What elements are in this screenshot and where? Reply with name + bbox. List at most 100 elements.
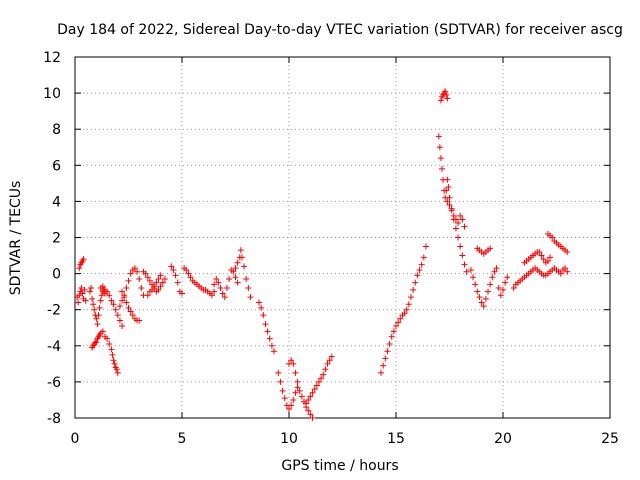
series-seg-j [168,263,218,299]
data-point [437,97,444,104]
data-point [382,355,389,362]
y-tick-label: 10 [43,86,61,102]
data-point [403,306,410,313]
series-seg-u [444,198,468,230]
data-point [487,245,494,252]
data-point [260,312,267,319]
y-tick-label: -8 [47,411,61,427]
data-point [489,274,496,281]
data-point [557,270,564,277]
data-point [305,396,312,403]
data-point [455,220,462,227]
data-point [459,252,466,259]
data-point [322,366,329,373]
data-point [111,360,118,367]
data-point [123,285,130,292]
series-seg-d [89,328,121,376]
data-point [444,176,451,183]
data-point [109,351,116,358]
data-point [230,268,237,275]
data-point [98,292,105,299]
data-point [159,279,166,286]
data-point [217,285,224,292]
data-point [108,297,115,304]
data-point [294,384,301,391]
data-point [444,198,451,205]
data-point [485,288,492,295]
data-point [410,286,417,293]
data-point [151,283,158,290]
data-point [114,369,121,376]
tick-layer: 0 5 10 15 20 25 -8 -6 -4 -2 0 2 4 6 8 10 12 [43,50,619,447]
data-point [238,254,245,261]
y-tick-label: -6 [47,375,61,391]
data-point [86,288,93,295]
data-point [99,328,106,335]
data-point [564,268,571,275]
data-point [544,257,551,264]
data-point [258,304,265,311]
data-point [281,395,288,402]
data-point [305,407,312,414]
series-seg-i [144,272,164,299]
series-seg-y [521,248,554,266]
y-tick-label: 12 [43,50,61,66]
data-point [279,387,286,394]
series-seg-s [437,88,451,104]
data-point [112,306,119,313]
data-point [435,133,442,140]
series-seg-h [140,268,168,295]
data-point [416,266,423,273]
data-point [123,299,130,306]
data-point [95,312,102,319]
data-point [247,294,254,301]
data-point [127,308,134,315]
data-point [226,276,233,283]
y-tick-label: 8 [52,122,61,138]
data-point [275,369,282,376]
data-point [116,303,123,310]
data-point [245,285,252,292]
data-point [504,274,511,281]
data-point [452,216,459,223]
data-point [412,279,419,286]
data-point [108,346,115,353]
data-point [311,386,318,393]
data-point [127,270,134,277]
data-point [313,382,320,389]
data-point [264,328,271,335]
data-point [91,306,98,313]
y-tick-label: 2 [52,231,61,247]
points-layer [74,88,571,421]
series-seg-k [211,266,241,301]
data-point [262,321,269,328]
x-tick-label: 0 [71,431,80,447]
data-point [221,294,228,301]
data-point [292,369,299,376]
data-point [142,270,149,277]
data-point [445,183,452,190]
data-point [309,389,316,396]
data-point [495,285,502,292]
data-point [136,317,143,324]
data-point [119,297,126,304]
data-point [256,299,263,306]
data-point [395,319,402,326]
series-seg-g [119,288,143,324]
data-point [266,335,273,342]
data-point [443,91,450,98]
data-point [328,353,335,360]
data-point [315,378,322,385]
x-tick-label: 15 [387,431,405,447]
data-point [241,263,248,270]
x-tick-label: 5 [178,431,187,447]
data-point [536,248,543,255]
data-point [131,265,138,272]
data-point [450,212,457,219]
data-point [401,310,408,317]
data-point [211,281,218,288]
data-point [393,322,399,329]
data-point [93,315,100,322]
data-point [168,263,175,270]
data-point [211,288,218,295]
